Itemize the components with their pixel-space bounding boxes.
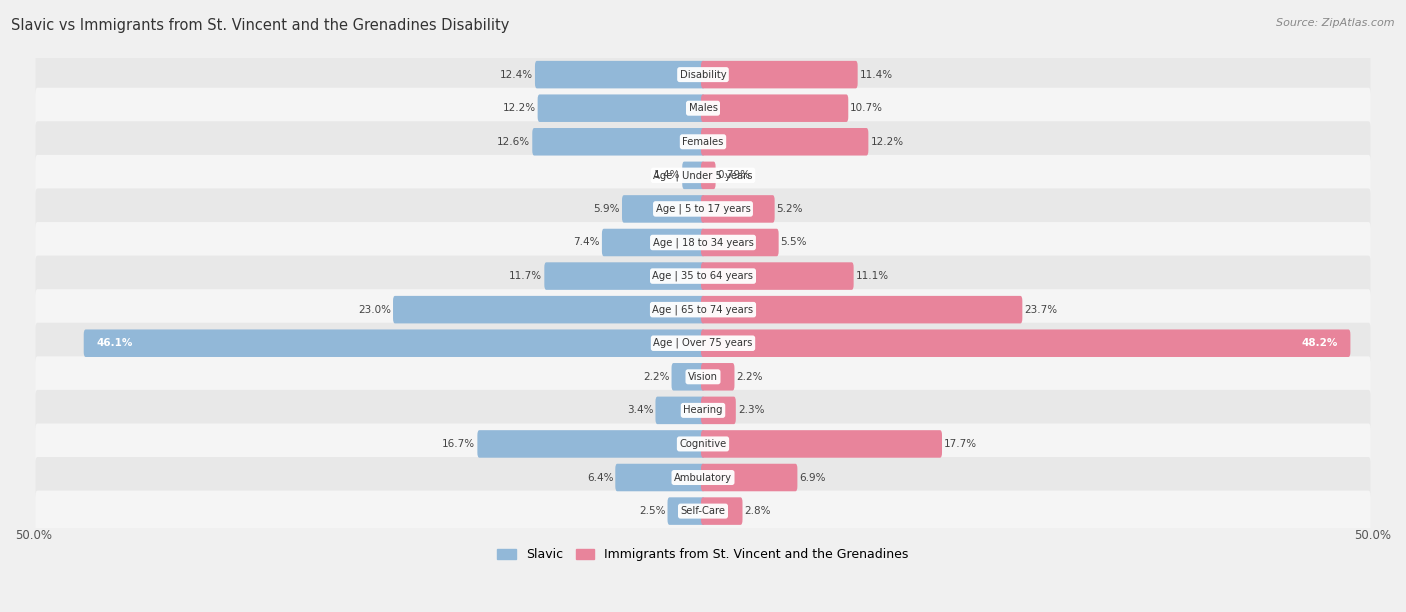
Text: Source: ZipAtlas.com: Source: ZipAtlas.com xyxy=(1277,18,1395,28)
Text: 7.4%: 7.4% xyxy=(574,237,600,247)
Text: Vision: Vision xyxy=(688,372,718,382)
Text: Age | 18 to 34 years: Age | 18 to 34 years xyxy=(652,237,754,248)
FancyBboxPatch shape xyxy=(35,88,1371,129)
FancyBboxPatch shape xyxy=(35,256,1371,297)
Text: 6.9%: 6.9% xyxy=(800,472,825,482)
FancyBboxPatch shape xyxy=(537,94,704,122)
Text: 1.4%: 1.4% xyxy=(654,170,681,181)
Text: Age | 65 to 74 years: Age | 65 to 74 years xyxy=(652,304,754,315)
Text: Age | Over 75 years: Age | Over 75 years xyxy=(654,338,752,348)
FancyBboxPatch shape xyxy=(35,491,1371,532)
FancyBboxPatch shape xyxy=(35,188,1371,230)
FancyBboxPatch shape xyxy=(682,162,704,189)
FancyBboxPatch shape xyxy=(702,94,848,122)
Text: 12.4%: 12.4% xyxy=(499,70,533,80)
FancyBboxPatch shape xyxy=(702,329,1350,357)
Text: 11.1%: 11.1% xyxy=(856,271,889,281)
Text: Age | 35 to 64 years: Age | 35 to 64 years xyxy=(652,271,754,282)
FancyBboxPatch shape xyxy=(702,363,734,390)
Text: 17.7%: 17.7% xyxy=(943,439,977,449)
Text: 23.0%: 23.0% xyxy=(359,305,391,315)
Text: Females: Females xyxy=(682,136,724,147)
Text: 5.9%: 5.9% xyxy=(593,204,620,214)
Text: 12.6%: 12.6% xyxy=(498,136,530,147)
Text: Age | 5 to 17 years: Age | 5 to 17 years xyxy=(655,204,751,214)
FancyBboxPatch shape xyxy=(35,457,1371,498)
Text: Age | Under 5 years: Age | Under 5 years xyxy=(654,170,752,181)
FancyBboxPatch shape xyxy=(602,229,704,256)
Text: 10.7%: 10.7% xyxy=(851,103,883,113)
Text: 50.0%: 50.0% xyxy=(15,529,52,542)
Text: 2.2%: 2.2% xyxy=(737,372,763,382)
Text: 46.1%: 46.1% xyxy=(97,338,132,348)
FancyBboxPatch shape xyxy=(672,363,704,390)
FancyBboxPatch shape xyxy=(616,464,704,491)
FancyBboxPatch shape xyxy=(84,329,704,357)
FancyBboxPatch shape xyxy=(702,296,1022,323)
Text: 3.4%: 3.4% xyxy=(627,405,654,416)
Text: 23.7%: 23.7% xyxy=(1025,305,1057,315)
Text: 6.4%: 6.4% xyxy=(586,472,613,482)
Text: 12.2%: 12.2% xyxy=(502,103,536,113)
FancyBboxPatch shape xyxy=(702,263,853,290)
FancyBboxPatch shape xyxy=(35,289,1371,330)
Text: Self-Care: Self-Care xyxy=(681,506,725,516)
FancyBboxPatch shape xyxy=(534,61,704,88)
Text: Slavic vs Immigrants from St. Vincent and the Grenadines Disability: Slavic vs Immigrants from St. Vincent an… xyxy=(11,18,509,34)
Text: 12.2%: 12.2% xyxy=(870,136,904,147)
FancyBboxPatch shape xyxy=(621,195,704,223)
FancyBboxPatch shape xyxy=(35,356,1371,397)
Text: 2.8%: 2.8% xyxy=(745,506,770,516)
Text: 5.2%: 5.2% xyxy=(776,204,803,214)
Text: 11.7%: 11.7% xyxy=(509,271,543,281)
FancyBboxPatch shape xyxy=(702,61,858,88)
FancyBboxPatch shape xyxy=(702,464,797,491)
Text: Males: Males xyxy=(689,103,717,113)
FancyBboxPatch shape xyxy=(702,229,779,256)
Text: 2.2%: 2.2% xyxy=(643,372,669,382)
FancyBboxPatch shape xyxy=(394,296,704,323)
Text: 5.5%: 5.5% xyxy=(780,237,807,247)
FancyBboxPatch shape xyxy=(533,128,704,155)
FancyBboxPatch shape xyxy=(35,390,1371,431)
FancyBboxPatch shape xyxy=(702,430,942,458)
FancyBboxPatch shape xyxy=(478,430,704,458)
Text: 16.7%: 16.7% xyxy=(443,439,475,449)
FancyBboxPatch shape xyxy=(35,424,1371,465)
FancyBboxPatch shape xyxy=(702,397,735,424)
Text: Ambulatory: Ambulatory xyxy=(673,472,733,482)
FancyBboxPatch shape xyxy=(668,498,704,525)
Text: Cognitive: Cognitive xyxy=(679,439,727,449)
Text: Disability: Disability xyxy=(679,70,727,80)
FancyBboxPatch shape xyxy=(35,323,1371,364)
Text: 0.79%: 0.79% xyxy=(717,170,751,181)
Text: 50.0%: 50.0% xyxy=(1354,529,1391,542)
FancyBboxPatch shape xyxy=(702,498,742,525)
FancyBboxPatch shape xyxy=(702,162,716,189)
FancyBboxPatch shape xyxy=(702,128,869,155)
Text: 2.5%: 2.5% xyxy=(638,506,665,516)
FancyBboxPatch shape xyxy=(35,121,1371,162)
FancyBboxPatch shape xyxy=(35,54,1371,95)
Text: Hearing: Hearing xyxy=(683,405,723,416)
Text: 48.2%: 48.2% xyxy=(1302,338,1337,348)
Text: 2.3%: 2.3% xyxy=(738,405,765,416)
FancyBboxPatch shape xyxy=(702,195,775,223)
Legend: Slavic, Immigrants from St. Vincent and the Grenadines: Slavic, Immigrants from St. Vincent and … xyxy=(492,543,914,566)
FancyBboxPatch shape xyxy=(35,155,1371,196)
FancyBboxPatch shape xyxy=(544,263,704,290)
Text: 11.4%: 11.4% xyxy=(859,70,893,80)
FancyBboxPatch shape xyxy=(35,222,1371,263)
FancyBboxPatch shape xyxy=(655,397,704,424)
